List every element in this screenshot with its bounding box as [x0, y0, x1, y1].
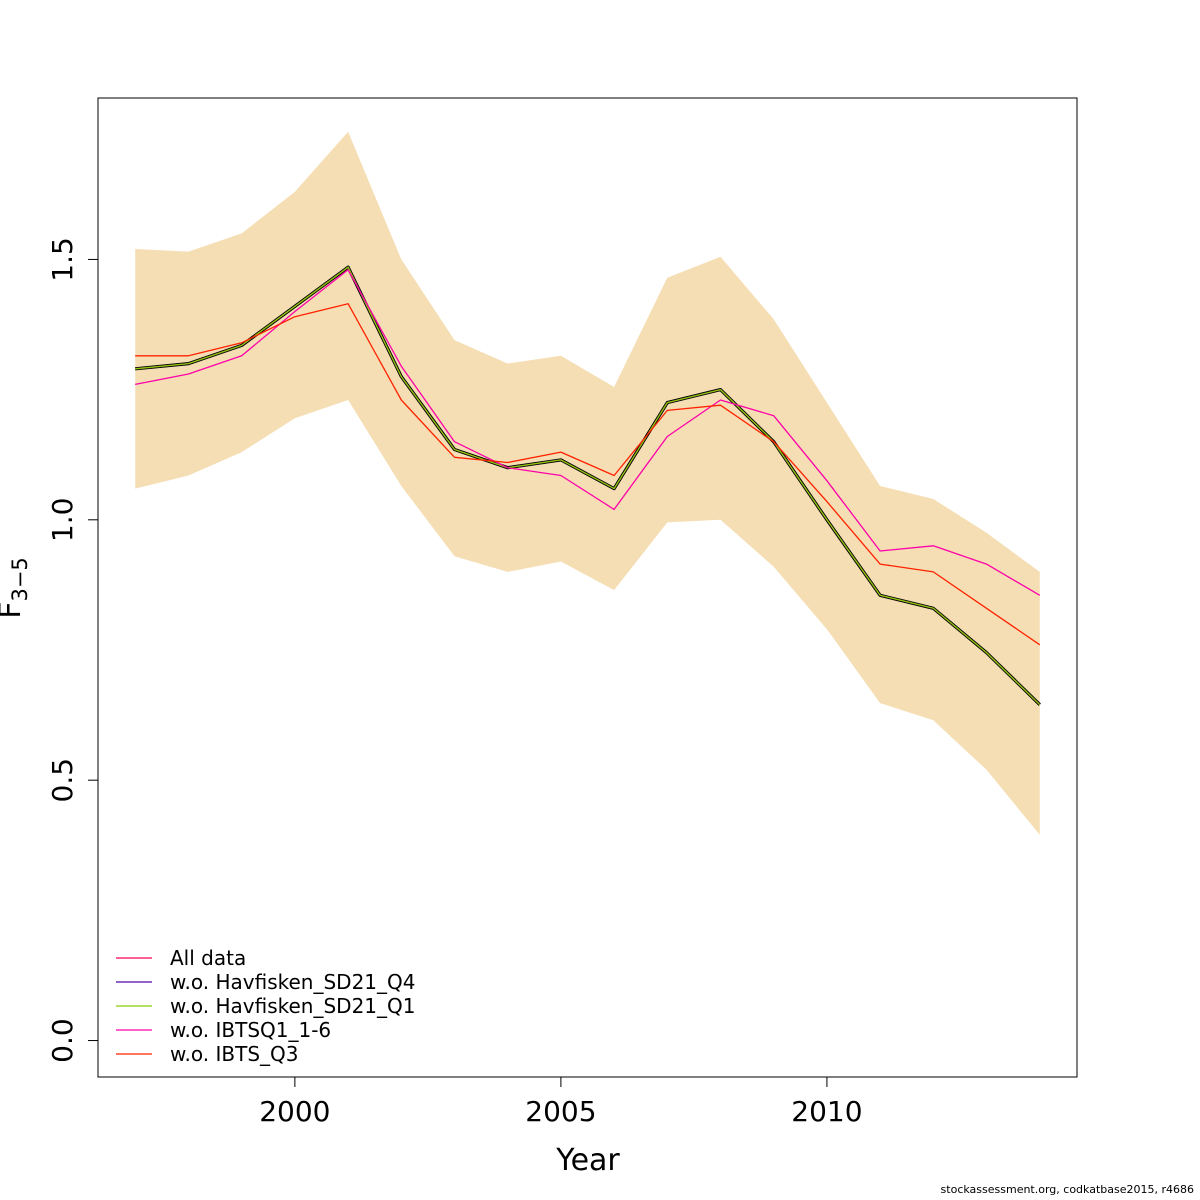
legend-label: w.o. Havfisken_SD21_Q4: [170, 970, 416, 994]
x-tick-label: 2000: [259, 1095, 330, 1128]
y-axis: 0.0 0.5 1.0 1.5: [46, 237, 99, 1063]
series-line-5: [135, 303, 1041, 646]
confidence-band-layer: [135, 131, 1040, 835]
series-line-3: [135, 266, 1041, 706]
y-axis-title-main: F: [0, 602, 28, 619]
legend-label: w.o. IBTSQ1_1-6: [170, 1018, 331, 1042]
legend-label: All data: [170, 946, 246, 970]
x-tick-label: 2010: [791, 1095, 862, 1128]
footer-credit: stockassessment.org, codkatbase2015, r46…: [940, 1183, 1194, 1196]
legend-item: w.o. IBTS_Q3: [116, 1042, 298, 1066]
legend-item: All data: [116, 946, 246, 970]
legend-item: w.o. Havfisken_SD21_Q1: [116, 994, 416, 1018]
legend-item: w.o. IBTSQ1_1-6: [116, 1018, 331, 1042]
x-axis-title: Year: [555, 1143, 620, 1178]
y-tick-label: 0.0: [46, 1018, 79, 1063]
legend-item: w.o. Havfisken_SD21_Q4: [116, 970, 416, 994]
legend-label: w.o. IBTS_Q3: [170, 1042, 298, 1066]
series-lines-layer: [135, 265, 1041, 706]
y-tick-label: 0.5: [46, 758, 79, 803]
y-axis-title: F3−5: [0, 557, 32, 619]
y-tick-label: 1.5: [46, 237, 79, 282]
y-tick-label: 1.0: [46, 498, 79, 543]
legend-label: w.o. Havfisken_SD21_Q1: [170, 994, 416, 1018]
confidence-band: [135, 131, 1040, 835]
x-axis: 2000 2005 2010: [259, 1076, 863, 1128]
series-line-4: [135, 269, 1041, 596]
x-tick-label: 2005: [525, 1095, 596, 1128]
y-axis-title-sub: 3−5: [8, 557, 32, 601]
